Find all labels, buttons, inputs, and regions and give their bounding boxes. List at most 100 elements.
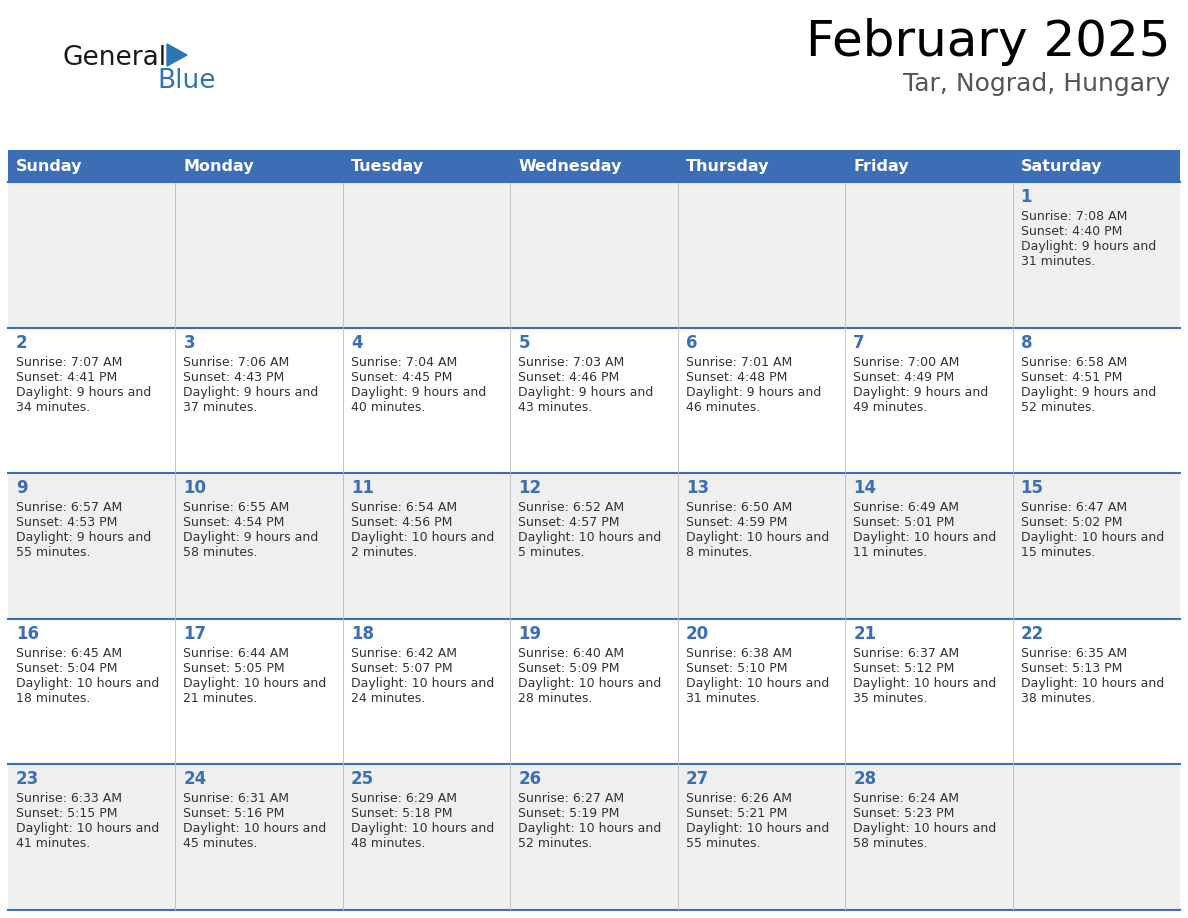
Text: Daylight: 10 hours and: Daylight: 10 hours and (685, 532, 829, 544)
Text: 45 minutes.: 45 minutes. (183, 837, 258, 850)
Text: Blue: Blue (157, 68, 215, 94)
Text: 8 minutes.: 8 minutes. (685, 546, 752, 559)
Text: Sunset: 4:59 PM: Sunset: 4:59 PM (685, 516, 788, 529)
Text: 1: 1 (1020, 188, 1032, 206)
Text: Sunrise: 6:26 AM: Sunrise: 6:26 AM (685, 792, 791, 805)
Text: Daylight: 10 hours and: Daylight: 10 hours and (853, 823, 997, 835)
Text: 11 minutes.: 11 minutes. (853, 546, 928, 559)
Text: Sunrise: 7:01 AM: Sunrise: 7:01 AM (685, 355, 792, 369)
Text: Daylight: 10 hours and: Daylight: 10 hours and (518, 677, 662, 689)
Bar (176, 473, 343, 619)
Text: 2: 2 (15, 333, 27, 352)
Text: 2 minutes.: 2 minutes. (350, 546, 417, 559)
Bar (677, 473, 845, 619)
Text: Thursday: Thursday (685, 159, 769, 174)
Text: Sunset: 4:40 PM: Sunset: 4:40 PM (1020, 225, 1121, 238)
Text: 7: 7 (853, 333, 865, 352)
Text: 31 minutes.: 31 minutes. (1020, 255, 1095, 268)
Text: Sunset: 5:01 PM: Sunset: 5:01 PM (853, 516, 955, 529)
Text: 48 minutes.: 48 minutes. (350, 837, 425, 850)
Bar (677, 619, 845, 765)
Text: Daylight: 9 hours and: Daylight: 9 hours and (15, 532, 151, 544)
Text: Sunset: 5:05 PM: Sunset: 5:05 PM (183, 662, 285, 675)
Text: Sunrise: 6:44 AM: Sunrise: 6:44 AM (183, 647, 290, 660)
Text: Daylight: 10 hours and: Daylight: 10 hours and (685, 823, 829, 835)
Text: 5: 5 (518, 333, 530, 352)
Text: 12: 12 (518, 479, 542, 498)
Text: Sunrise: 6:55 AM: Sunrise: 6:55 AM (183, 501, 290, 514)
Text: Daylight: 9 hours and: Daylight: 9 hours and (15, 386, 151, 398)
Text: Sunset: 4:41 PM: Sunset: 4:41 PM (15, 371, 118, 384)
Bar (845, 765, 1012, 910)
Text: Daylight: 9 hours and: Daylight: 9 hours and (853, 386, 988, 398)
Text: 43 minutes.: 43 minutes. (518, 400, 593, 414)
Text: Sunset: 5:02 PM: Sunset: 5:02 PM (1020, 516, 1123, 529)
Text: 6: 6 (685, 333, 697, 352)
Text: 58 minutes.: 58 minutes. (183, 546, 258, 559)
Text: Sunrise: 6:47 AM: Sunrise: 6:47 AM (1020, 501, 1126, 514)
Bar (176, 328, 343, 473)
Bar (343, 150, 511, 182)
Text: Sunrise: 7:08 AM: Sunrise: 7:08 AM (1020, 210, 1127, 223)
Text: 58 minutes.: 58 minutes. (853, 837, 928, 850)
Text: Sunrise: 6:38 AM: Sunrise: 6:38 AM (685, 647, 792, 660)
Text: Daylight: 10 hours and: Daylight: 10 hours and (350, 677, 494, 689)
Bar (1012, 765, 1180, 910)
Text: 21 minutes.: 21 minutes. (183, 692, 258, 705)
Text: Daylight: 10 hours and: Daylight: 10 hours and (15, 677, 159, 689)
Text: 4: 4 (350, 333, 362, 352)
Text: Sunset: 5:10 PM: Sunset: 5:10 PM (685, 662, 788, 675)
Text: 55 minutes.: 55 minutes. (685, 837, 760, 850)
Text: 3: 3 (183, 333, 195, 352)
Text: 46 minutes.: 46 minutes. (685, 400, 760, 414)
Text: Sunset: 4:53 PM: Sunset: 4:53 PM (15, 516, 118, 529)
Text: Sunrise: 6:45 AM: Sunrise: 6:45 AM (15, 647, 122, 660)
Text: Daylight: 9 hours and: Daylight: 9 hours and (518, 386, 653, 398)
Text: Sunrise: 6:31 AM: Sunrise: 6:31 AM (183, 792, 290, 805)
Text: 31 minutes.: 31 minutes. (685, 692, 760, 705)
Text: Sunset: 5:15 PM: Sunset: 5:15 PM (15, 808, 118, 821)
Bar (343, 765, 511, 910)
Text: Sunset: 5:19 PM: Sunset: 5:19 PM (518, 808, 620, 821)
Bar (511, 150, 677, 182)
Bar (845, 473, 1012, 619)
Text: Sunrise: 6:24 AM: Sunrise: 6:24 AM (853, 792, 959, 805)
Bar (677, 765, 845, 910)
Text: Sunset: 5:13 PM: Sunset: 5:13 PM (1020, 662, 1121, 675)
Bar (677, 182, 845, 328)
Text: Daylight: 10 hours and: Daylight: 10 hours and (350, 823, 494, 835)
Text: Daylight: 10 hours and: Daylight: 10 hours and (15, 823, 159, 835)
Text: Daylight: 9 hours and: Daylight: 9 hours and (183, 386, 318, 398)
Text: 14: 14 (853, 479, 877, 498)
Text: Sunset: 4:51 PM: Sunset: 4:51 PM (1020, 371, 1121, 384)
Text: Sunrise: 6:35 AM: Sunrise: 6:35 AM (1020, 647, 1126, 660)
Text: 5 minutes.: 5 minutes. (518, 546, 584, 559)
Text: Sunrise: 7:06 AM: Sunrise: 7:06 AM (183, 355, 290, 369)
Text: 35 minutes.: 35 minutes. (853, 692, 928, 705)
Text: Daylight: 9 hours and: Daylight: 9 hours and (1020, 386, 1156, 398)
Bar (1012, 619, 1180, 765)
Text: 25: 25 (350, 770, 374, 789)
Text: Sunrise: 7:04 AM: Sunrise: 7:04 AM (350, 355, 457, 369)
Text: Saturday: Saturday (1020, 159, 1102, 174)
Text: Sunday: Sunday (15, 159, 82, 174)
Text: Sunset: 4:46 PM: Sunset: 4:46 PM (518, 371, 619, 384)
Text: 11: 11 (350, 479, 374, 498)
Bar (511, 619, 677, 765)
Text: Sunset: 5:23 PM: Sunset: 5:23 PM (853, 808, 954, 821)
Text: 52 minutes.: 52 minutes. (1020, 400, 1095, 414)
Text: Daylight: 10 hours and: Daylight: 10 hours and (853, 532, 997, 544)
Bar (511, 765, 677, 910)
Text: 40 minutes.: 40 minutes. (350, 400, 425, 414)
Text: Sunset: 4:49 PM: Sunset: 4:49 PM (853, 371, 954, 384)
Text: Daylight: 10 hours and: Daylight: 10 hours and (350, 532, 494, 544)
Text: 21: 21 (853, 625, 877, 643)
Text: 22: 22 (1020, 625, 1044, 643)
Text: Daylight: 9 hours and: Daylight: 9 hours and (183, 532, 318, 544)
Text: 26: 26 (518, 770, 542, 789)
Text: General: General (62, 45, 166, 71)
Text: Sunrise: 6:50 AM: Sunrise: 6:50 AM (685, 501, 792, 514)
Text: Sunset: 5:12 PM: Sunset: 5:12 PM (853, 662, 954, 675)
Text: Sunrise: 6:40 AM: Sunrise: 6:40 AM (518, 647, 625, 660)
Bar (343, 619, 511, 765)
